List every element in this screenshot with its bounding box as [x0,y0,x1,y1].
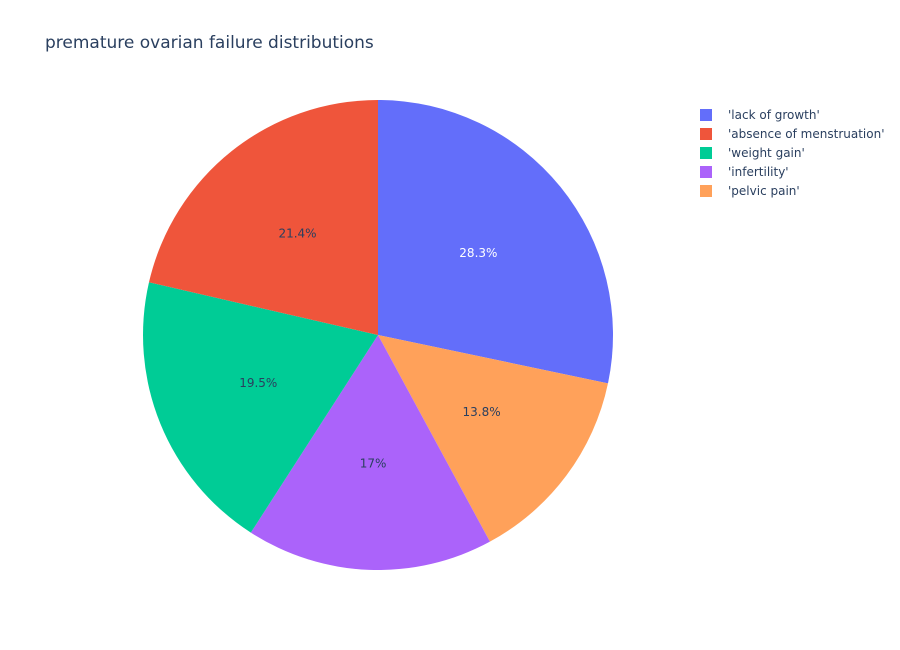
slice-percent-label: 21.4% [278,226,316,240]
legend-item-lack-of-growth[interactable]: 'lack of growth' [700,105,885,124]
legend-label: 'weight gain' [728,145,805,160]
legend-label: 'absence of menstruation' [728,126,885,141]
legend-swatch [700,184,712,197]
pie-slice-lack-of-growth[interactable] [378,100,614,384]
legend-item-absence-of-menstruation[interactable]: 'absence of menstruation' [700,124,885,143]
chart-title: premature ovarian failure distributions [45,33,374,53]
pie-slice-infertility[interactable] [250,335,490,570]
legend-item-infertility[interactable]: 'infertility' [700,162,885,181]
slice-percent-label: 19.5% [239,376,277,390]
slice-percent-label: 17% [360,457,387,471]
legend-label: 'pelvic pain' [728,183,800,198]
slice-percent-label: 13.8% [463,405,501,419]
legend-swatch [700,165,712,178]
legend-item-pelvic-pain[interactable]: 'pelvic pain' [700,181,885,200]
slice-percent-label: 28.3% [459,246,497,260]
legend-label: 'lack of growth' [728,107,820,122]
legend-swatch [700,127,712,140]
legend-item-weight-gain[interactable]: 'weight gain' [700,143,885,162]
legend: 'lack of growth' 'absence of menstruatio… [700,105,885,200]
pie-slice-weight-gain[interactable] [143,282,378,533]
legend-swatch [700,108,712,121]
legend-swatch [700,146,712,159]
pie-slice-absence-of-menstruation[interactable] [148,100,378,335]
pie-slice-pelvic-pain[interactable] [378,335,608,542]
legend-label: 'infertility' [728,164,789,179]
